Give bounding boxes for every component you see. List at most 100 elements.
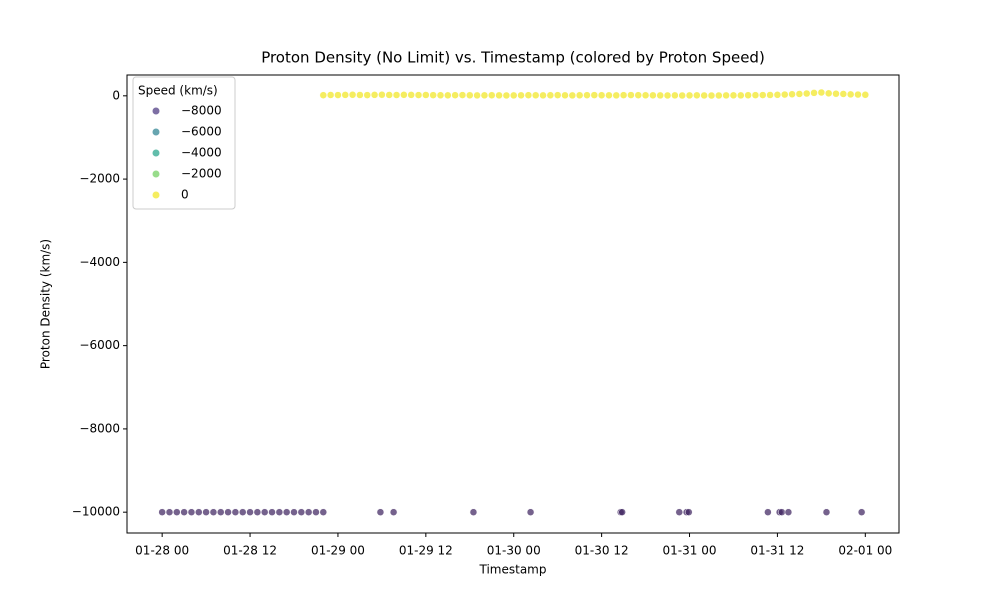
legend-marker <box>152 170 160 178</box>
point <box>605 91 613 100</box>
x-tick-label: 01-30 12 <box>575 544 629 558</box>
legend-label: −4000 <box>181 146 222 160</box>
point <box>517 91 525 100</box>
point <box>370 91 379 99</box>
point <box>480 91 489 100</box>
plot-frame <box>126 74 900 534</box>
point <box>707 91 716 100</box>
point <box>634 91 642 99</box>
y-tick-label: 0 <box>112 88 120 102</box>
point <box>422 91 430 99</box>
point <box>539 91 547 100</box>
point <box>854 90 862 99</box>
x-tick-label: 01-29 00 <box>311 544 365 558</box>
point <box>326 91 335 99</box>
point <box>671 91 679 100</box>
x-tick-label: 01-29 12 <box>399 544 453 558</box>
chart-title: Proton Density (No Limit) vs. Timestamp … <box>261 49 765 67</box>
point <box>715 91 723 100</box>
point <box>612 91 621 100</box>
point <box>389 508 398 516</box>
x-tick-label: 02-01 00 <box>838 544 892 558</box>
point <box>363 91 371 99</box>
point <box>473 91 481 100</box>
point <box>784 508 793 516</box>
point <box>773 91 782 99</box>
point <box>685 508 693 516</box>
point <box>751 91 760 99</box>
point <box>407 91 415 99</box>
point <box>400 91 408 99</box>
point <box>378 90 386 99</box>
point <box>737 91 745 100</box>
x-axis-label: Timestamp <box>479 563 547 577</box>
point <box>524 91 533 99</box>
point <box>509 91 518 100</box>
y-tick-label: −4000 <box>79 255 120 269</box>
point <box>546 91 555 99</box>
point <box>429 91 437 99</box>
point <box>766 91 774 99</box>
point <box>297 508 306 516</box>
point <box>319 508 328 516</box>
point <box>627 91 635 99</box>
y-tick-label: −10000 <box>72 505 120 519</box>
point <box>312 508 320 516</box>
y-tick-label: −6000 <box>79 338 120 352</box>
point <box>597 91 606 99</box>
point <box>444 91 452 100</box>
legend-title: Speed (km/s) <box>138 84 218 98</box>
point <box>385 91 393 99</box>
y-tick-label: −2000 <box>79 172 120 186</box>
legend-marker <box>152 128 160 136</box>
point <box>824 89 833 98</box>
point <box>466 91 474 100</box>
point <box>568 91 577 100</box>
point <box>495 91 503 100</box>
point <box>759 91 767 99</box>
point <box>575 91 584 100</box>
point <box>341 91 350 99</box>
point <box>700 91 708 100</box>
point <box>334 91 342 99</box>
point <box>832 89 840 98</box>
point <box>649 91 657 100</box>
point <box>268 508 276 516</box>
point <box>158 508 166 516</box>
point <box>685 91 694 100</box>
point <box>414 91 423 99</box>
point <box>231 508 240 516</box>
point <box>839 90 848 98</box>
point <box>282 508 291 516</box>
point <box>590 91 599 99</box>
point <box>209 508 218 516</box>
x-tick-label: 01-31 12 <box>750 544 804 558</box>
y-axis-label: Proton Density (km/s) <box>39 239 53 369</box>
legend-label: −2000 <box>181 167 222 181</box>
point <box>319 91 328 99</box>
point <box>619 91 628 99</box>
point <box>618 508 626 516</box>
point <box>641 91 650 100</box>
point <box>663 91 672 100</box>
point <box>678 91 686 100</box>
x-tick-label: 01-31 00 <box>663 544 717 558</box>
point <box>822 508 831 516</box>
point <box>436 91 445 99</box>
point <box>857 508 866 516</box>
legend-label: 0 <box>181 188 189 202</box>
point <box>451 91 459 99</box>
point <box>583 91 591 99</box>
point <box>729 91 738 100</box>
point <box>458 91 467 99</box>
point <box>531 91 540 100</box>
x-tick-label: 01-28 12 <box>223 544 277 558</box>
point <box>861 91 870 99</box>
point <box>253 508 262 516</box>
point <box>722 91 730 100</box>
point <box>553 91 562 99</box>
point <box>180 508 188 516</box>
point <box>656 91 664 100</box>
point <box>469 508 478 516</box>
